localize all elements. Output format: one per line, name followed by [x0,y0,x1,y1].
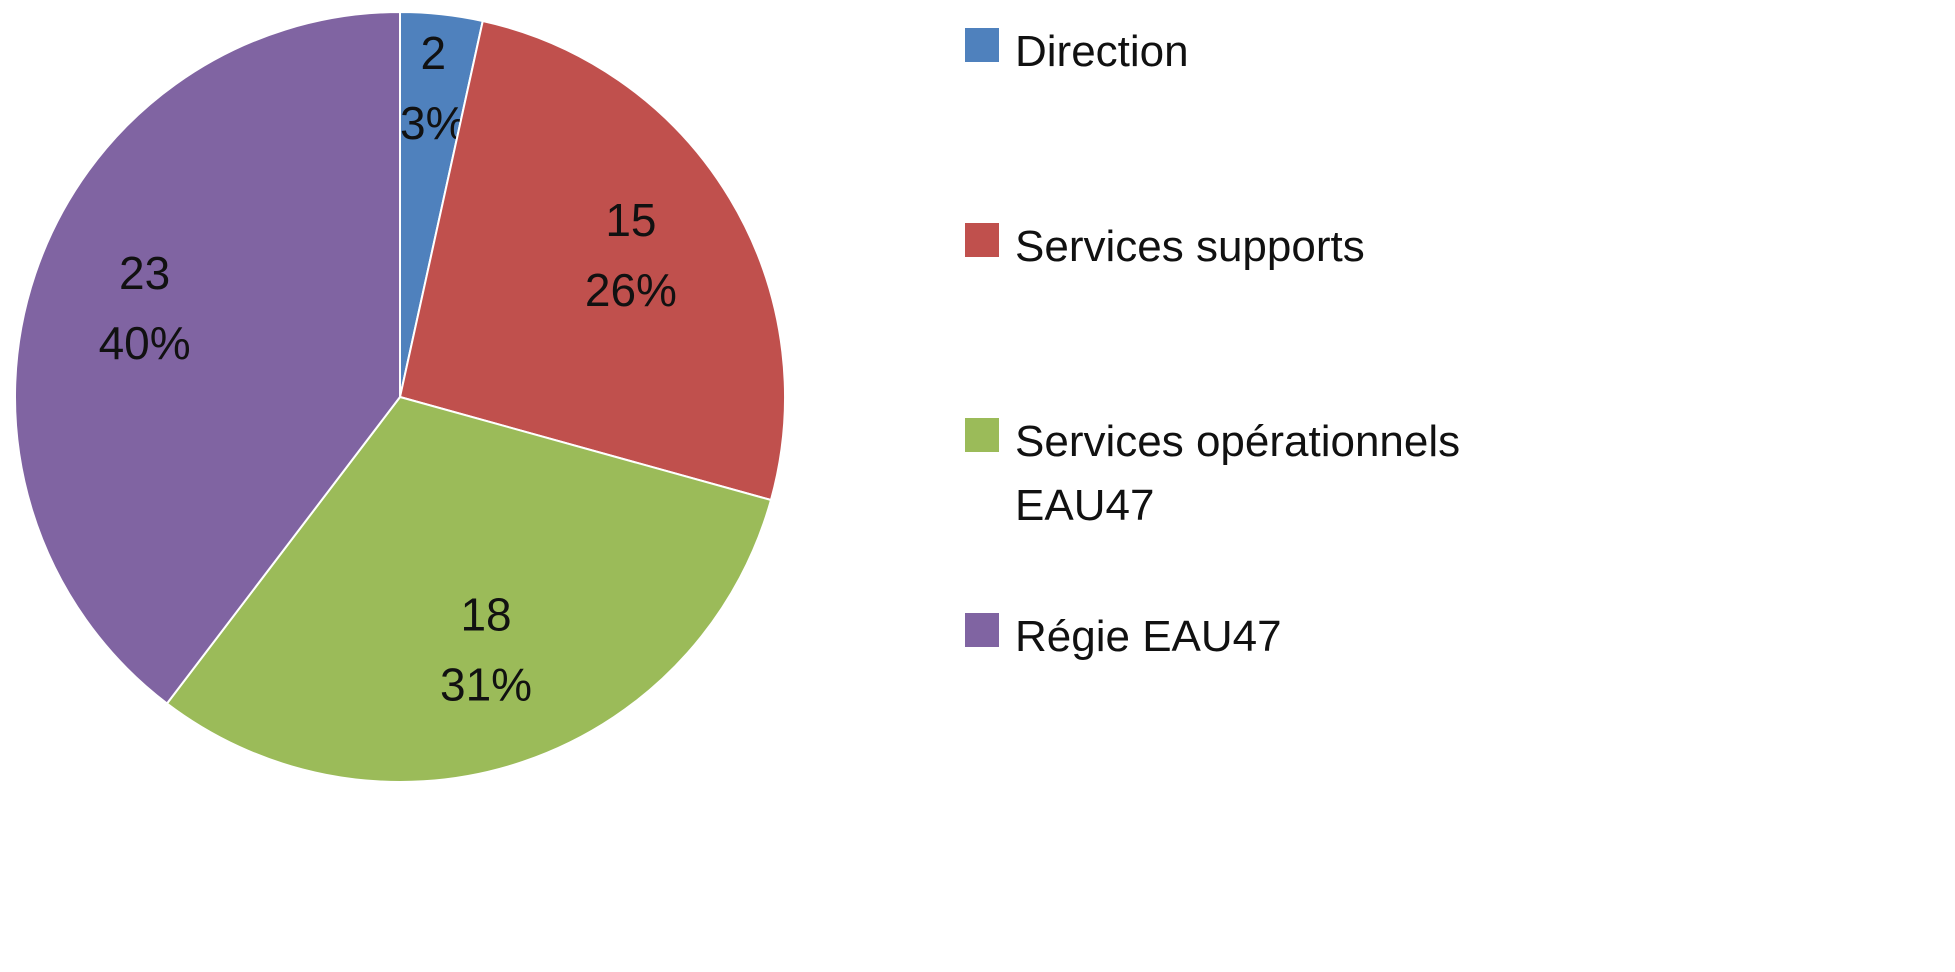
pie-slice [165,395,773,783]
legend-label: Régie EAU47 [1015,612,1282,661]
percent-label: 31% [440,659,532,711]
pie-area: 2 3% 15 26% 18 31% 23 40% [14,10,786,783]
legend-swatch [965,418,999,452]
legend-label: Services opérationnels EAU47 [1015,417,1461,530]
pie-slice [398,19,786,502]
percent-label: 26% [585,264,677,316]
value-label: 2 [421,27,447,79]
value-label: 18 [460,589,511,641]
legend-item: Services opérationnels EAU47 [965,410,1575,538]
legend-swatch [965,28,999,62]
legend-swatch [965,223,999,257]
legend-label: Services supports [1015,222,1365,271]
percent-label: 40% [99,317,191,369]
legend-item: Régie EAU47 [965,605,1575,669]
legend-label: Direction [1015,27,1189,76]
legend-item: Services supports [965,215,1575,279]
legend-item: Direction [965,20,1575,84]
percent-label: 3% [400,97,466,149]
value-label: 15 [605,194,656,246]
pie-slice [14,10,401,705]
legend-swatch [965,613,999,647]
value-label: 23 [119,247,170,299]
